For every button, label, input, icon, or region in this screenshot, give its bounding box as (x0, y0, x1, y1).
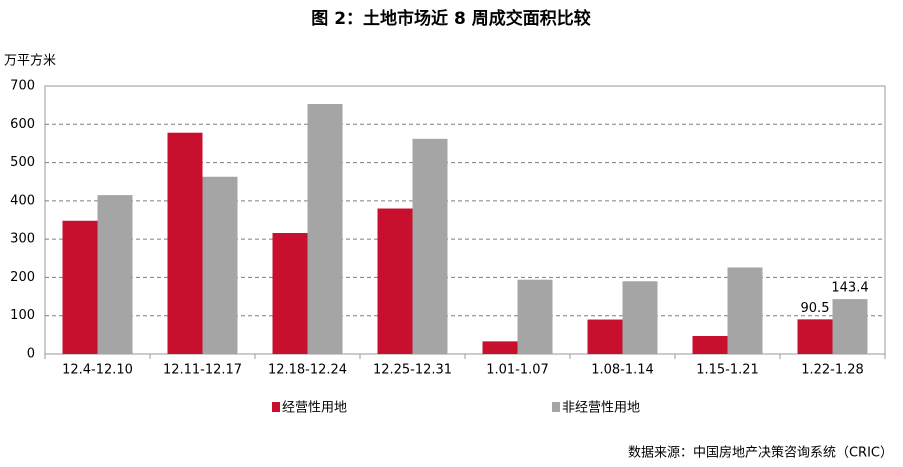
y-tick-label: 500 (10, 155, 35, 170)
y-tick-label: 100 (10, 308, 35, 323)
legend-swatch (552, 402, 560, 412)
data-label: 90.5 (801, 301, 830, 316)
y-tick-label: 200 (10, 270, 35, 285)
bar (692, 336, 728, 354)
x-tick-label: 12.4-12.10 (62, 363, 133, 378)
chart-title: 图 2：土地市场近 8 周成交面积比较 (311, 8, 590, 29)
y-tick-label: 300 (10, 232, 35, 247)
bar (587, 319, 623, 354)
x-tick-label: 12.11-12.17 (163, 363, 242, 378)
bar (62, 220, 98, 354)
bar (797, 319, 833, 354)
bar (167, 132, 203, 354)
bar (377, 208, 413, 354)
bar (727, 267, 763, 354)
x-tick-label: 1.22-1.28 (801, 363, 864, 378)
legend-label: 非经营性用地 (562, 401, 640, 416)
x-tick-label: 1.15-1.21 (696, 363, 759, 378)
x-tick-label: 12.18-12.24 (268, 363, 347, 378)
legend-swatch (272, 402, 280, 412)
bar (272, 233, 308, 354)
y-tick-label: 0 (27, 347, 35, 362)
data-label: 143.4 (831, 281, 868, 296)
bar (97, 195, 133, 354)
y-tick-label: 400 (10, 193, 35, 208)
y-axis-label: 万平方米 (4, 53, 56, 69)
x-tick-label: 12.25-12.31 (373, 363, 452, 378)
bar (482, 341, 518, 354)
legend-label: 经营性用地 (282, 401, 347, 416)
bar (412, 138, 448, 354)
bar (517, 279, 553, 354)
x-tick-label: 1.01-1.07 (486, 363, 549, 378)
bar (307, 103, 343, 354)
bar (202, 176, 238, 354)
x-tick-label: 1.08-1.14 (591, 363, 654, 378)
y-tick-label: 700 (10, 79, 35, 94)
bar (622, 281, 658, 354)
bar (832, 299, 868, 354)
y-tick-label: 600 (10, 117, 35, 132)
source: 数据来源：中国房地产决策咨询系统（CRIC） (628, 445, 893, 461)
